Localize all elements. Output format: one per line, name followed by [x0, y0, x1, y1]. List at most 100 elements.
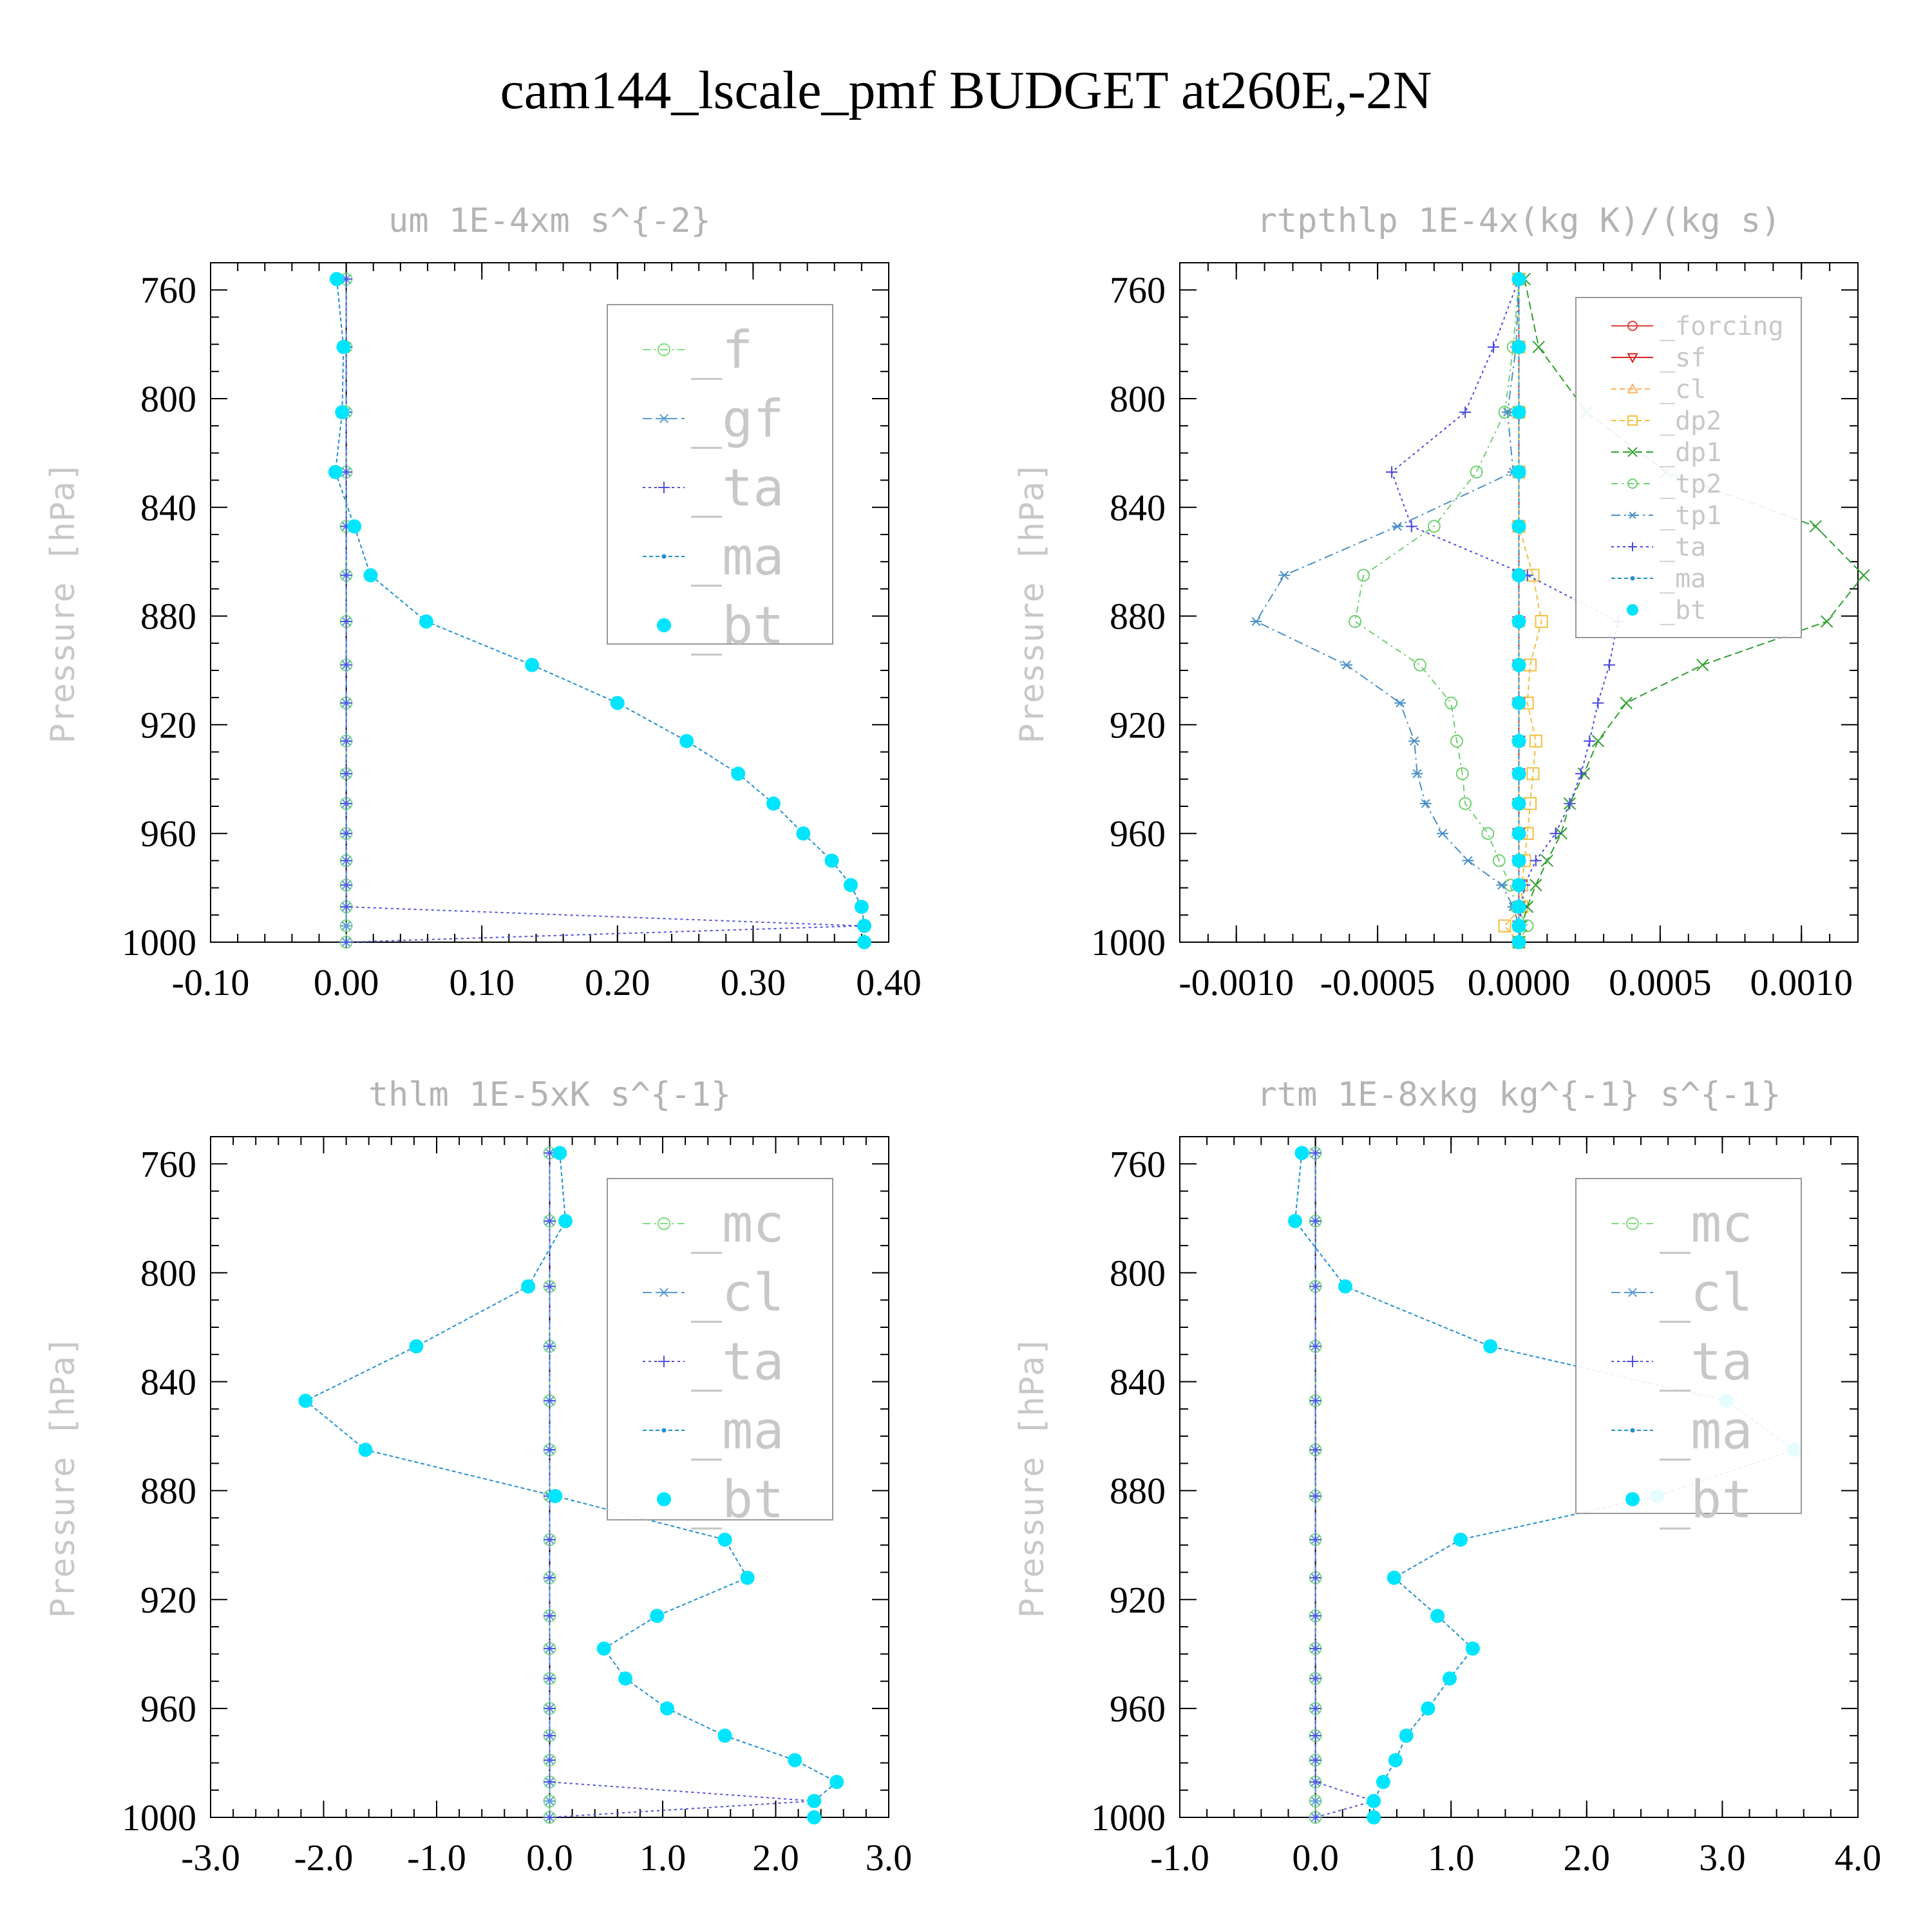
data-point — [1309, 1702, 1321, 1714]
y-tick-label: 800 — [1110, 1252, 1166, 1294]
data-point — [679, 734, 694, 748]
legend-label: _ma — [691, 1401, 784, 1461]
y-axis-label: Pressure [hPa] — [44, 1336, 82, 1618]
legend-label: _ta — [691, 1332, 784, 1392]
data-point — [340, 659, 352, 671]
data-point — [340, 797, 352, 810]
data-point — [1549, 828, 1562, 840]
data-point — [329, 272, 344, 287]
data-point — [824, 853, 839, 868]
data-point — [1627, 1356, 1638, 1367]
data-point — [1511, 796, 1526, 811]
legend: _forcing_sf_cl_dp2_dp1_tp2_tp1_ta_ma_bt — [1575, 297, 1802, 638]
legend-label: _gf — [691, 389, 784, 449]
series-line — [1354, 279, 1528, 943]
series-line — [1314, 1153, 1376, 1818]
x-tick-label: 0.10 — [449, 961, 515, 1003]
legend-label: _forcing — [1660, 312, 1784, 341]
data-point — [658, 482, 670, 493]
data-point — [1309, 1796, 1321, 1806]
data-point — [1419, 799, 1432, 808]
series-dp2 — [1498, 272, 1548, 949]
x-tick-label: -0.0005 — [1320, 961, 1435, 1003]
data-point — [854, 900, 869, 914]
x-tick-label: 3.0 — [866, 1837, 913, 1879]
data-point — [1278, 571, 1291, 580]
data-point — [544, 1395, 556, 1407]
data-point — [347, 519, 362, 534]
y-tick-label: 840 — [140, 1361, 196, 1403]
data-point — [358, 1443, 373, 1457]
y-tick-label: 880 — [1110, 1470, 1166, 1512]
data-point — [1511, 935, 1526, 949]
data-point — [1309, 1730, 1321, 1742]
legend-label: _tp2 — [1660, 469, 1721, 499]
data-point — [1386, 466, 1398, 478]
legend-label: _mc — [691, 1194, 784, 1254]
data-point — [544, 1796, 556, 1806]
x-tick-label: 0.00 — [314, 961, 379, 1003]
legend-label: _bt — [691, 596, 784, 656]
x-tick-label: -3.0 — [181, 1837, 240, 1879]
x-tick-label: 2.0 — [1564, 1837, 1611, 1879]
data-point — [1627, 415, 1638, 426]
y-tick-label: 760 — [1110, 1143, 1166, 1185]
legend-label: _sf — [1660, 343, 1706, 373]
data-point — [1696, 658, 1709, 672]
data-point — [1309, 1533, 1321, 1546]
y-tick-label: 960 — [140, 813, 196, 855]
y-tick-label: 920 — [140, 1579, 196, 1621]
data-point — [1511, 918, 1526, 933]
data-point — [1526, 767, 1540, 781]
data-point — [657, 1492, 671, 1506]
data-point — [1511, 519, 1526, 534]
data-point — [1532, 341, 1545, 354]
data-point — [1591, 735, 1605, 748]
data-point — [661, 1428, 667, 1433]
y-tick-label: 840 — [140, 487, 196, 529]
legend-box — [1575, 1178, 1802, 1514]
data-point — [610, 696, 625, 710]
data-point — [1625, 1492, 1640, 1506]
y-tick-label: 760 — [140, 269, 196, 311]
x-tick-label: 0.20 — [585, 961, 650, 1003]
data-point — [1511, 614, 1526, 629]
series-tp2 — [1349, 272, 1534, 949]
data-point — [1388, 1753, 1403, 1768]
data-point — [1627, 604, 1638, 616]
data-point — [807, 1810, 822, 1824]
data-point — [717, 1728, 732, 1743]
data-point — [1443, 1671, 1457, 1686]
legend-label: _ta — [1660, 1332, 1753, 1392]
chart-panel-4: rtm 1E-8xkg kg^{-1} s^{-1} Pressure [hPa]… — [1013, 1075, 1881, 1879]
data-point — [1530, 878, 1542, 892]
legend-label: _tp1 — [1660, 501, 1721, 531]
y-tick-label: 840 — [1110, 487, 1166, 529]
data-point — [1511, 766, 1526, 781]
data-point — [548, 1489, 563, 1504]
series-line — [1255, 279, 1520, 942]
data-point — [1437, 829, 1449, 838]
data-point — [544, 1754, 556, 1766]
plot-frame — [1179, 1136, 1859, 1818]
series-bt — [298, 1146, 844, 1824]
data-point — [1459, 406, 1472, 419]
data-point — [340, 697, 352, 709]
data-point — [658, 1356, 670, 1367]
data-point — [857, 935, 872, 949]
data-point — [1530, 855, 1542, 867]
data-point — [1630, 576, 1635, 581]
data-point — [1294, 1146, 1309, 1160]
legend-box — [1575, 297, 1802, 638]
y-tick-label: 1000 — [122, 1797, 196, 1839]
y-tick-label: 1000 — [1091, 922, 1166, 963]
legend: _f _gf _ta _ma _bt — [607, 304, 833, 656]
data-point — [1481, 827, 1495, 840]
y-tick-label: 760 — [1110, 269, 1166, 311]
legend-label: _ta — [1660, 533, 1706, 562]
data-point — [1511, 734, 1526, 748]
series-line — [1390, 278, 1619, 942]
legend-label: _bt — [691, 1470, 784, 1530]
data-point — [844, 878, 858, 893]
